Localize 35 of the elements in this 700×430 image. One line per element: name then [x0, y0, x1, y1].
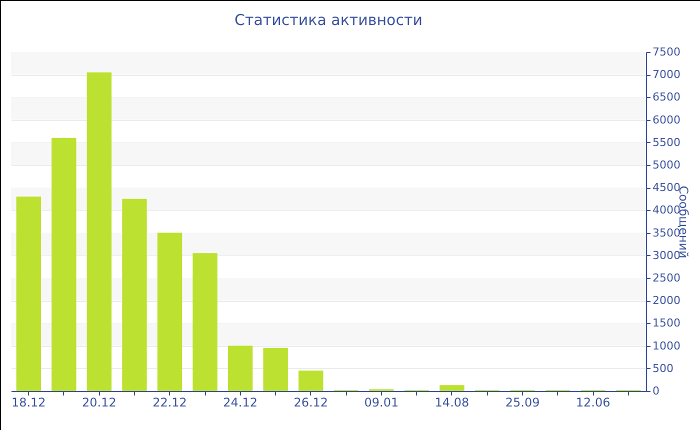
chart-title: Статистика активности	[234, 11, 422, 29]
bar	[16, 196, 41, 391]
y-tick-label: 3000	[652, 248, 680, 262]
x-tick-label: 09.01	[364, 396, 399, 410]
y-tick-label: 6000	[652, 113, 680, 126]
y-tick-label: 6500	[652, 90, 680, 104]
y-tick-label: 4000	[652, 204, 680, 217]
bar	[52, 138, 76, 391]
x-tick-label: 20.12	[82, 396, 116, 410]
bar	[263, 348, 288, 391]
bar	[157, 232, 182, 391]
x-tick-label: 26.12	[294, 396, 328, 410]
y-tick-label: 2500	[652, 272, 680, 284]
x-tick-label: 14.08	[434, 396, 470, 410]
y-tick-label: 1000	[652, 339, 680, 352]
y-tick-label: 7000	[652, 68, 680, 82]
bar	[86, 72, 112, 391]
y-tick-label: 7500	[652, 46, 680, 58]
x-tick-label: 24.12	[223, 396, 258, 410]
x-tick-label: 25.09	[505, 396, 540, 410]
x-tick-label: 22.12	[152, 396, 187, 410]
bar	[192, 253, 218, 391]
bar	[298, 370, 324, 391]
y-tick-label: 5500	[652, 136, 680, 149]
bar	[228, 346, 253, 391]
y-tick-label: 500	[652, 362, 674, 375]
y-tick-label: 4500	[652, 181, 680, 194]
x-tick-label: 18.12	[11, 396, 46, 410]
bar	[122, 198, 147, 391]
y-tick-label: 0	[652, 384, 660, 398]
y-tick-label: 1500	[652, 316, 680, 330]
y-tick-label: 2000	[652, 294, 680, 308]
bar	[440, 385, 464, 391]
x-tick-label: 12.06	[576, 396, 610, 410]
y-tick-label: 5000	[652, 158, 680, 172]
